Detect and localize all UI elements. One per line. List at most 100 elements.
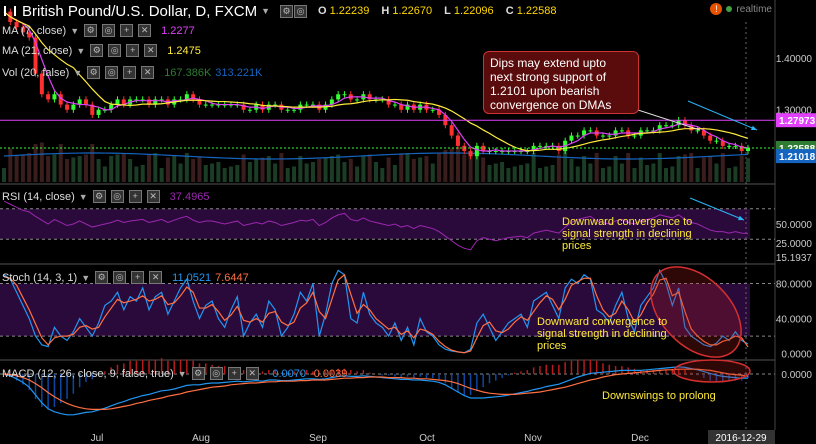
close-icon[interactable]: ✕ (138, 24, 152, 37)
candle-body (147, 99, 152, 105)
volume-bar (184, 153, 189, 182)
hide-icon[interactable]: ◎ (209, 367, 223, 380)
volume-bar (241, 154, 246, 182)
price-tick-label: 1.40000 (776, 54, 813, 65)
stoch-tick-label: 0.0000 (781, 350, 812, 361)
macd-legend[interactable]: MACD (12, 26, close, 9, false, true) ▼ ⚙ ◎… (2, 367, 348, 380)
ma21-legend[interactable]: MA (21, close) ▼ ⚙ ◎ + ✕ 1.2475 (2, 44, 201, 57)
volume-bar (317, 159, 322, 182)
settings-icon[interactable]: ⚙ (87, 66, 101, 79)
ohlc-readout: O 1.22239 H 1.22670 L 1.22096 C 1.22588 (318, 5, 557, 17)
price-trend-arrow-head (751, 125, 757, 131)
price-tag-label: 1.21018 (779, 152, 816, 163)
add-icon[interactable]: + (128, 190, 142, 203)
price-tag (776, 113, 816, 128)
volume-bar (247, 162, 252, 182)
volume-bar (544, 166, 549, 182)
volume-bar (172, 156, 177, 182)
candle-body (468, 151, 473, 157)
realtime-indicator[interactable]: ! realtime (710, 3, 772, 15)
candle-body (27, 32, 32, 38)
candle-body (197, 99, 202, 105)
candle-body (77, 99, 82, 105)
symbol-title[interactable]: British Pound/U.S. Dollar, D, FXCM (22, 2, 258, 20)
add-icon[interactable]: + (120, 24, 134, 37)
candle-body (159, 99, 164, 101)
settings-icon[interactable]: ⚙ (92, 190, 106, 203)
candle-body (58, 94, 63, 105)
volume-bar (519, 165, 524, 182)
hide-icon[interactable]: ◎ (105, 66, 119, 79)
candle-body (708, 135, 713, 141)
volume-bar (58, 144, 63, 182)
close-icon[interactable]: ✕ (146, 190, 160, 203)
candle-body (292, 109, 297, 111)
settings-icon[interactable]: ⚙ (90, 44, 104, 57)
vol-legend[interactable]: Vol (20, false) ▼ ⚙ ◎ + ✕ 167.386K 313.221K (2, 66, 263, 79)
volume-bar (121, 153, 126, 182)
chevron-down-icon[interactable]: ▼ (261, 6, 270, 16)
close-icon[interactable]: ✕ (141, 66, 155, 79)
settings-icon[interactable]: ⚙ (191, 367, 205, 380)
add-icon[interactable]: + (227, 367, 241, 380)
hide-icon[interactable]: ◎ (102, 24, 116, 37)
settings-icon[interactable]: ⚙ (280, 4, 293, 18)
candle-body (582, 130, 587, 136)
candle-body (14, 22, 19, 28)
volume-bar (632, 168, 637, 182)
close-icon[interactable]: ✕ (144, 44, 158, 57)
volume-bars (2, 142, 750, 182)
volume-bar (374, 162, 378, 182)
candle-body (121, 99, 126, 105)
hide-icon[interactable]: ◎ (108, 44, 122, 57)
volume-bar (569, 159, 574, 182)
add-icon[interactable]: + (131, 271, 145, 284)
compare-icon[interactable]: ◎ (294, 4, 307, 18)
volume-bar (613, 156, 618, 182)
chevron-down-icon: ▼ (73, 67, 83, 78)
volume-bar (714, 163, 719, 182)
volume-bar (626, 153, 631, 182)
add-icon[interactable]: + (126, 44, 140, 57)
alert-icon[interactable]: ! (710, 3, 723, 15)
candle-body (191, 94, 196, 100)
settings-icon[interactable]: ⚙ (84, 24, 98, 37)
month-tick-label: Nov (524, 433, 542, 444)
volume-bar (689, 153, 694, 182)
price-tick-label: 1.30000 (776, 106, 813, 117)
volume-bar (83, 154, 88, 182)
ma7-legend[interactable]: MA (7, close) ▼ ⚙ ◎ + ✕ 1.2277 (2, 24, 195, 37)
hide-icon[interactable]: ◎ (113, 271, 127, 284)
stoch-legend[interactable]: Stoch (14, 3, 1) ▼ ⚙ ◎ + ✕ 11.0521 7.6447 (2, 271, 249, 284)
close-icon[interactable]: ✕ (245, 367, 259, 380)
volume-bar (720, 153, 725, 182)
settings-icon[interactable]: ⚙ (95, 271, 109, 284)
candle-body (203, 104, 208, 106)
time-axis: Jul Aug Sep Oct Nov Dec 2016-12-29 (91, 430, 775, 444)
candle-body (746, 147, 750, 152)
volume-bar (367, 154, 372, 182)
candle-body (336, 94, 341, 100)
candle-body (569, 135, 574, 141)
volume-bar (235, 165, 240, 182)
rsi-legend[interactable]: RSI (14, close) ▼ ⚙ ◎ + ✕ 37.4965 (2, 190, 210, 203)
realtime-dot-icon (726, 6, 733, 12)
hide-icon[interactable]: ◎ (110, 190, 124, 203)
add-icon[interactable]: + (123, 66, 137, 79)
candle-body (367, 94, 372, 100)
volume-bar (399, 154, 404, 182)
volume-bar (664, 168, 669, 182)
volume-bar (430, 163, 435, 182)
volume-bar (746, 158, 750, 182)
volume-bar (582, 156, 587, 182)
ma21-line (3, 11, 749, 152)
close-icon[interactable]: ✕ (149, 271, 163, 284)
candle-body (544, 145, 549, 147)
month-tick-label: Dec (631, 433, 649, 444)
candle-body (342, 94, 347, 96)
collapse-icon[interactable] (4, 6, 16, 16)
candle-body (701, 130, 706, 136)
volume-bar (405, 153, 410, 182)
volume-bar (77, 156, 82, 182)
volume-bar (556, 154, 561, 182)
